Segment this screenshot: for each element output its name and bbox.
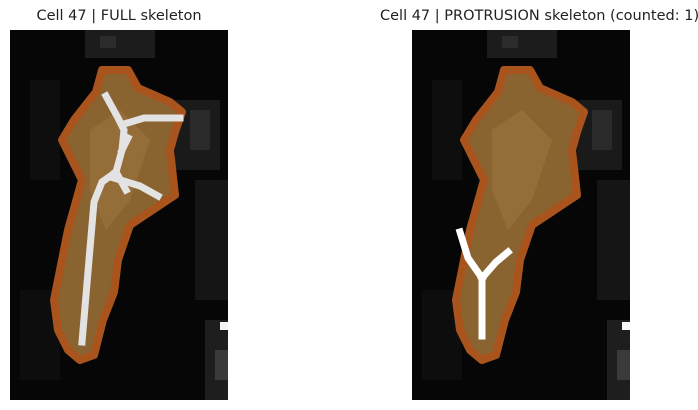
protrusion-skeleton-image xyxy=(412,30,630,400)
right-panel-title: Cell 47 | PROTRUSION skeleton (counted: … xyxy=(380,8,698,24)
right-image-panel xyxy=(412,30,630,400)
full-skeleton-image xyxy=(10,30,228,400)
left-image-panel xyxy=(10,30,228,400)
left-panel-title: Cell 47 | FULL skeleton xyxy=(36,8,202,24)
